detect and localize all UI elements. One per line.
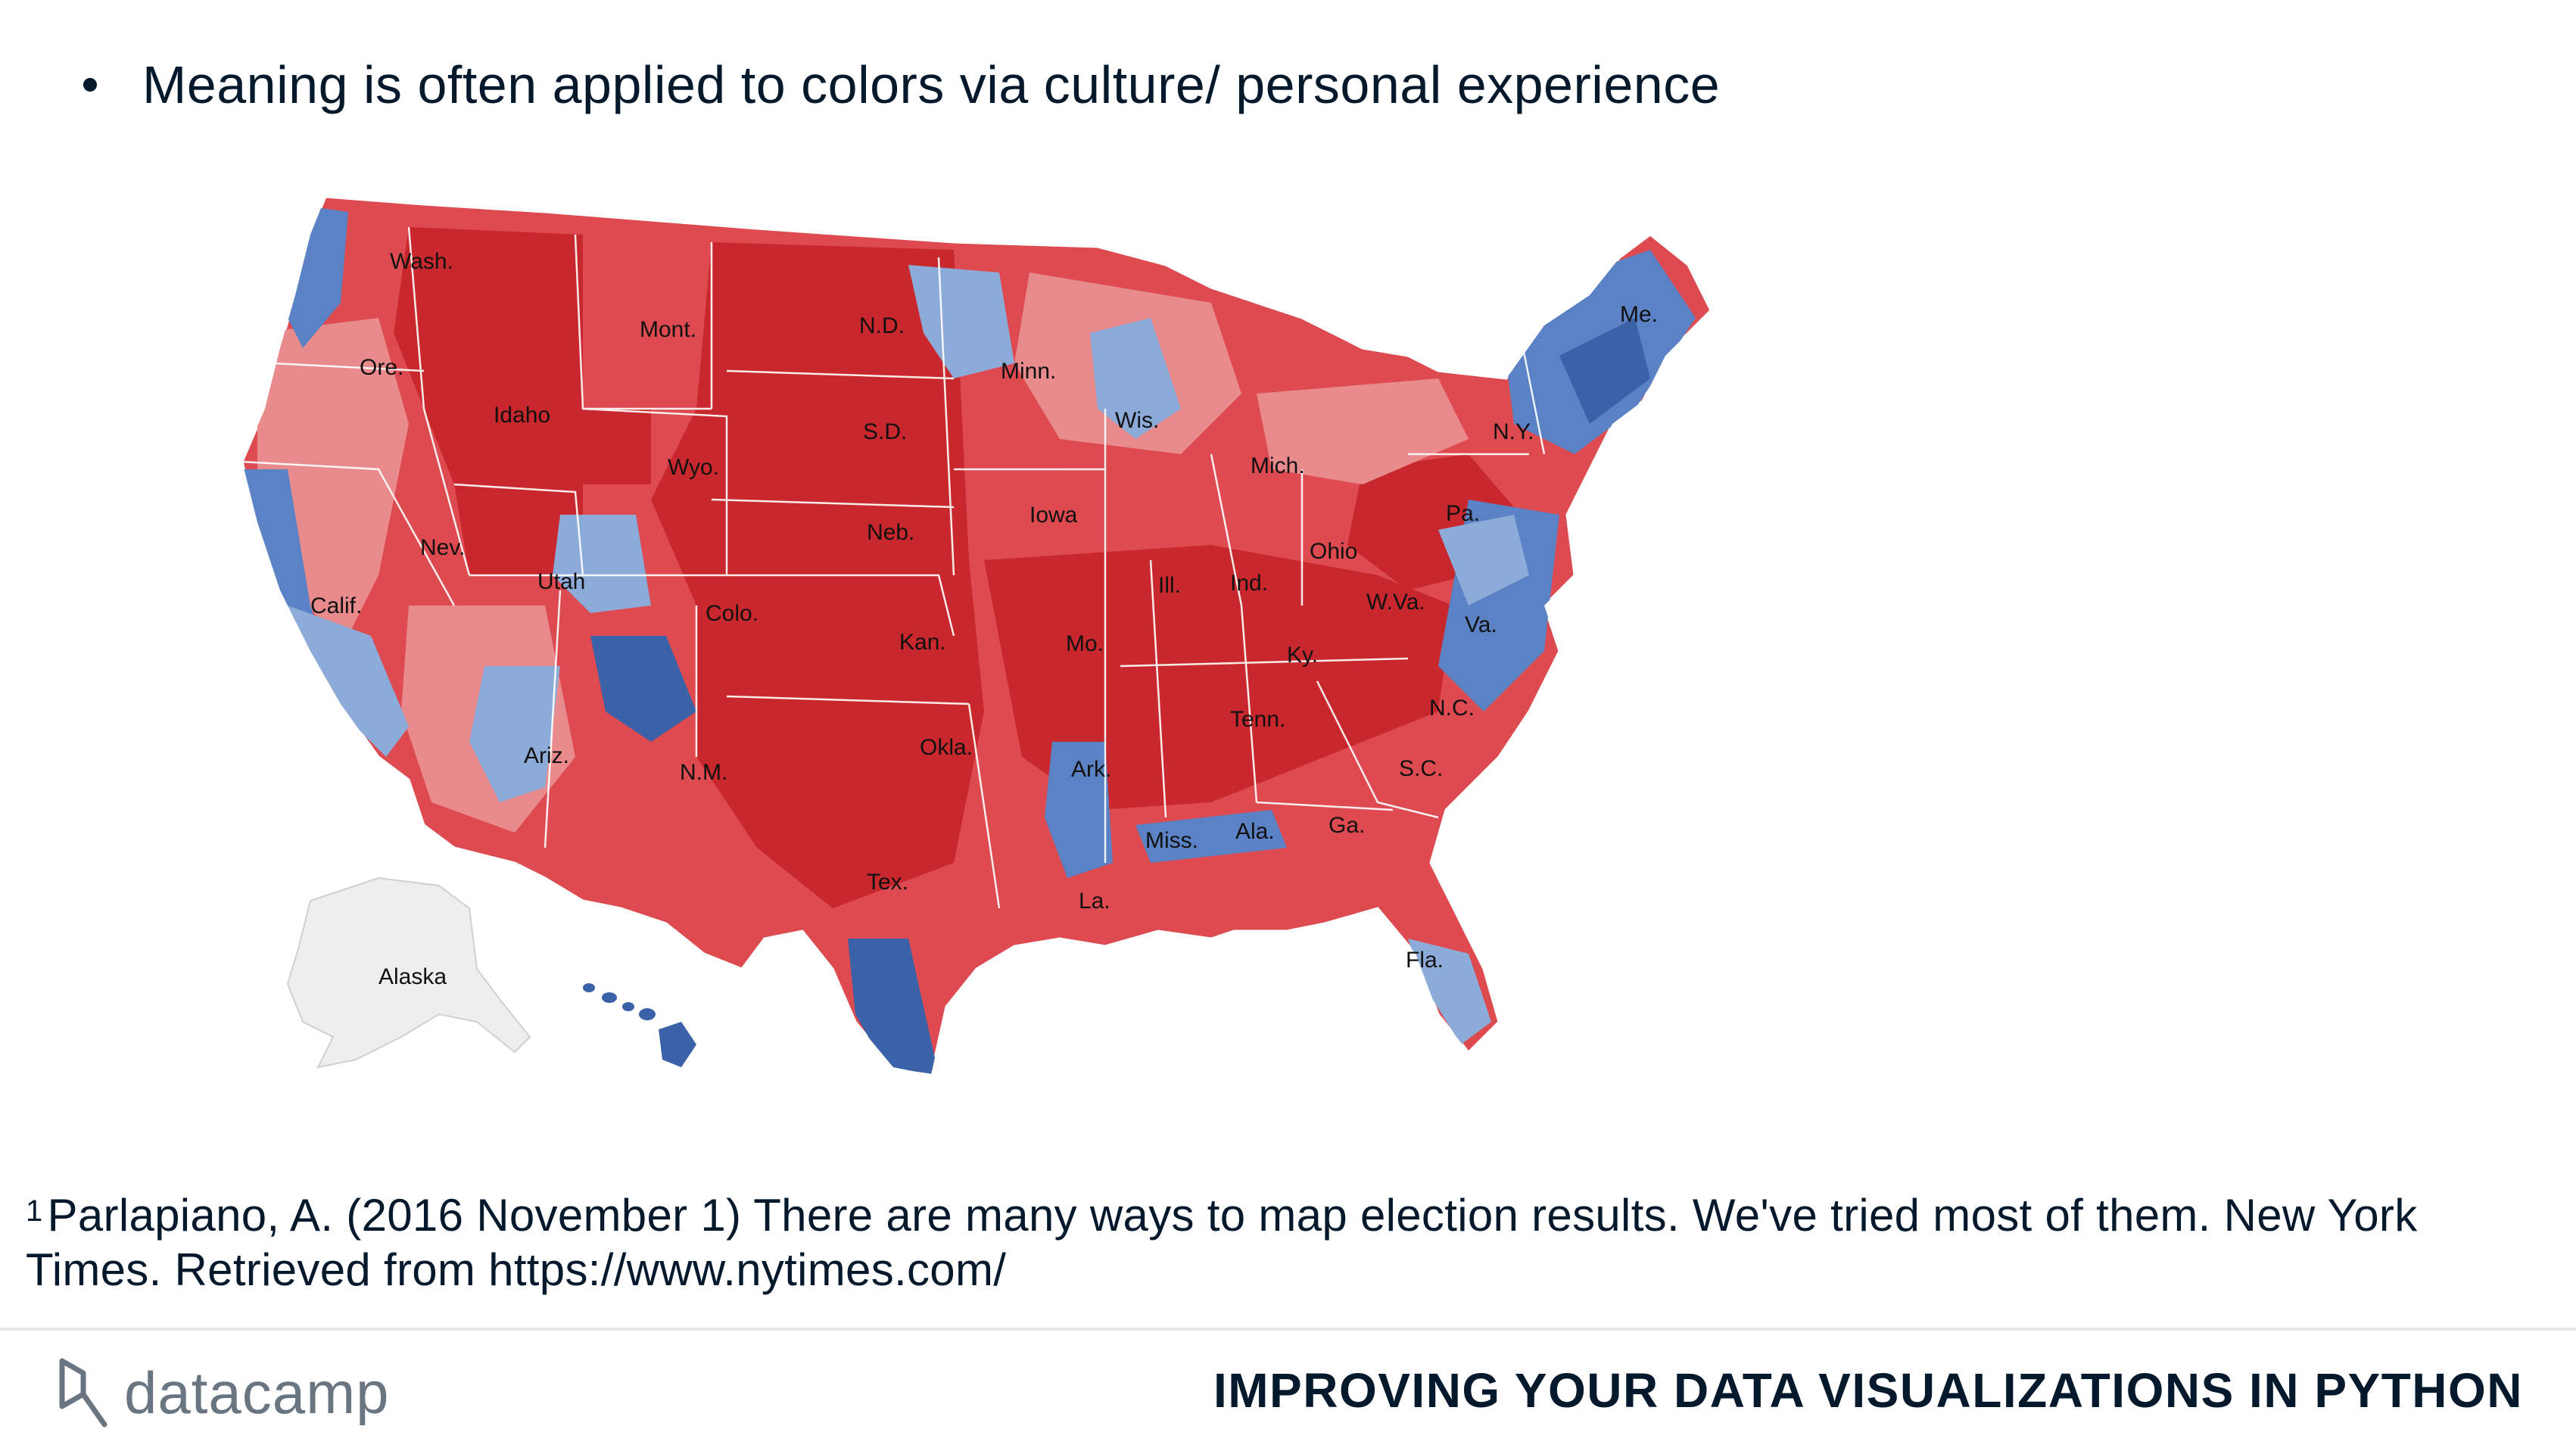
- region-blue-minnesota: [908, 265, 1014, 378]
- label-okla: Okla.: [920, 735, 973, 760]
- region-blue-new-mexico: [590, 636, 696, 742]
- footnote-text: Parlapiano, A. (2016 November 1) There a…: [26, 1190, 2418, 1295]
- label-ind: Ind.: [1230, 571, 1268, 596]
- label-wash: Wash.: [390, 249, 453, 274]
- us-map-svg: Wash. Ore. Calif. Idaho Nev. Mont. Wyo. …: [241, 195, 1712, 1076]
- label-tenn: Tenn.: [1230, 707, 1285, 732]
- county-color-regions: [242, 204, 1696, 1075]
- region-light-blue-colorado: [553, 515, 651, 613]
- region-blue-mississippi-delta: [1045, 742, 1113, 878]
- region-blue-alabama-belt: [1135, 810, 1287, 863]
- label-wyo: Wyo.: [668, 455, 719, 480]
- datacamp-logo[interactable]: datacamp: [53, 1355, 390, 1431]
- election-county-map: Wash. Ore. Calif. Idaho Nev. Mont. Wyo. …: [227, 182, 1726, 1098]
- course-title: IMPROVING YOUR DATA VISUALIZATIONS IN PY…: [1213, 1363, 2523, 1418]
- label-nc: N.C.: [1429, 696, 1475, 721]
- region-dark-red-mountain: [394, 227, 651, 575]
- label-mich: Mich.: [1251, 453, 1305, 478]
- region-blue-arizona: [469, 666, 560, 802]
- label-ariz: Ariz.: [524, 743, 569, 768]
- bullet-text: Meaning is often applied to colors via c…: [142, 55, 1721, 114]
- label-ky: Ky.: [1287, 643, 1318, 668]
- label-tex: Tex.: [867, 870, 908, 895]
- datacamp-logo-icon: [59, 1358, 107, 1428]
- label-calif: Calif.: [310, 593, 362, 618]
- state-labels: Wash. Ore. Calif. Idaho Nev. Mont. Wyo. …: [310, 249, 1658, 989]
- region-dark-blue-new-england: [1559, 318, 1650, 424]
- label-sc: S.C.: [1399, 756, 1443, 781]
- label-idaho: Idaho: [494, 403, 550, 428]
- label-ga: Ga.: [1328, 813, 1365, 838]
- label-nev: Nev.: [420, 535, 465, 560]
- label-wva: W.Va.: [1366, 590, 1425, 615]
- label-ohio: Ohio: [1310, 539, 1357, 564]
- label-me: Me.: [1620, 302, 1658, 327]
- label-ore: Ore.: [360, 355, 403, 380]
- label-utah: Utah: [537, 569, 585, 594]
- logo-wordmark: datacamp: [124, 1359, 390, 1426]
- label-neb: Neb.: [867, 520, 914, 545]
- label-minn: Minn.: [1001, 359, 1056, 384]
- region-blue-great-lakes: [1090, 318, 1181, 439]
- region-light-red-east: [1257, 378, 1469, 484]
- state-borders: [242, 226, 1546, 909]
- label-nd: N.D.: [859, 313, 905, 338]
- footer-divider: [0, 1328, 2576, 1331]
- label-iowa: Iowa: [1029, 503, 1078, 528]
- alaska-shape: [286, 877, 531, 1069]
- label-kan: Kan.: [899, 630, 946, 655]
- label-ark: Ark.: [1071, 757, 1111, 782]
- label-va: Va.: [1465, 612, 1497, 637]
- label-mont: Mont.: [640, 317, 696, 342]
- hawaii-islands: [583, 983, 696, 1067]
- region-light-blue-virginia: [1438, 515, 1529, 606]
- label-ala: Ala.: [1235, 819, 1275, 844]
- region-light-blue-california: [288, 606, 409, 757]
- bullet-dot-icon: [83, 78, 97, 92]
- label-ny: N.Y.: [1493, 419, 1534, 444]
- footnote-marker: 1: [26, 1194, 43, 1228]
- label-alaska: Alaska: [378, 964, 447, 989]
- label-colo: Colo.: [706, 601, 758, 626]
- label-pa: Pa.: [1446, 501, 1480, 526]
- label-ill: Ill.: [1158, 573, 1181, 598]
- region-light-blue-florida: [1408, 939, 1491, 1045]
- label-fla: Fla.: [1406, 948, 1444, 973]
- label-miss: Miss.: [1145, 828, 1198, 853]
- label-sd: S.D.: [863, 419, 907, 444]
- bullet-point: Meaning is often applied to colors via c…: [83, 54, 1720, 115]
- label-nm: N.M.: [680, 760, 727, 785]
- label-la: La.: [1079, 889, 1110, 914]
- label-mo: Mo.: [1066, 631, 1104, 656]
- label-wis: Wis.: [1115, 408, 1159, 433]
- footnote: 1 Parlapiano, A. (2016 November 1) There …: [26, 1188, 2539, 1297]
